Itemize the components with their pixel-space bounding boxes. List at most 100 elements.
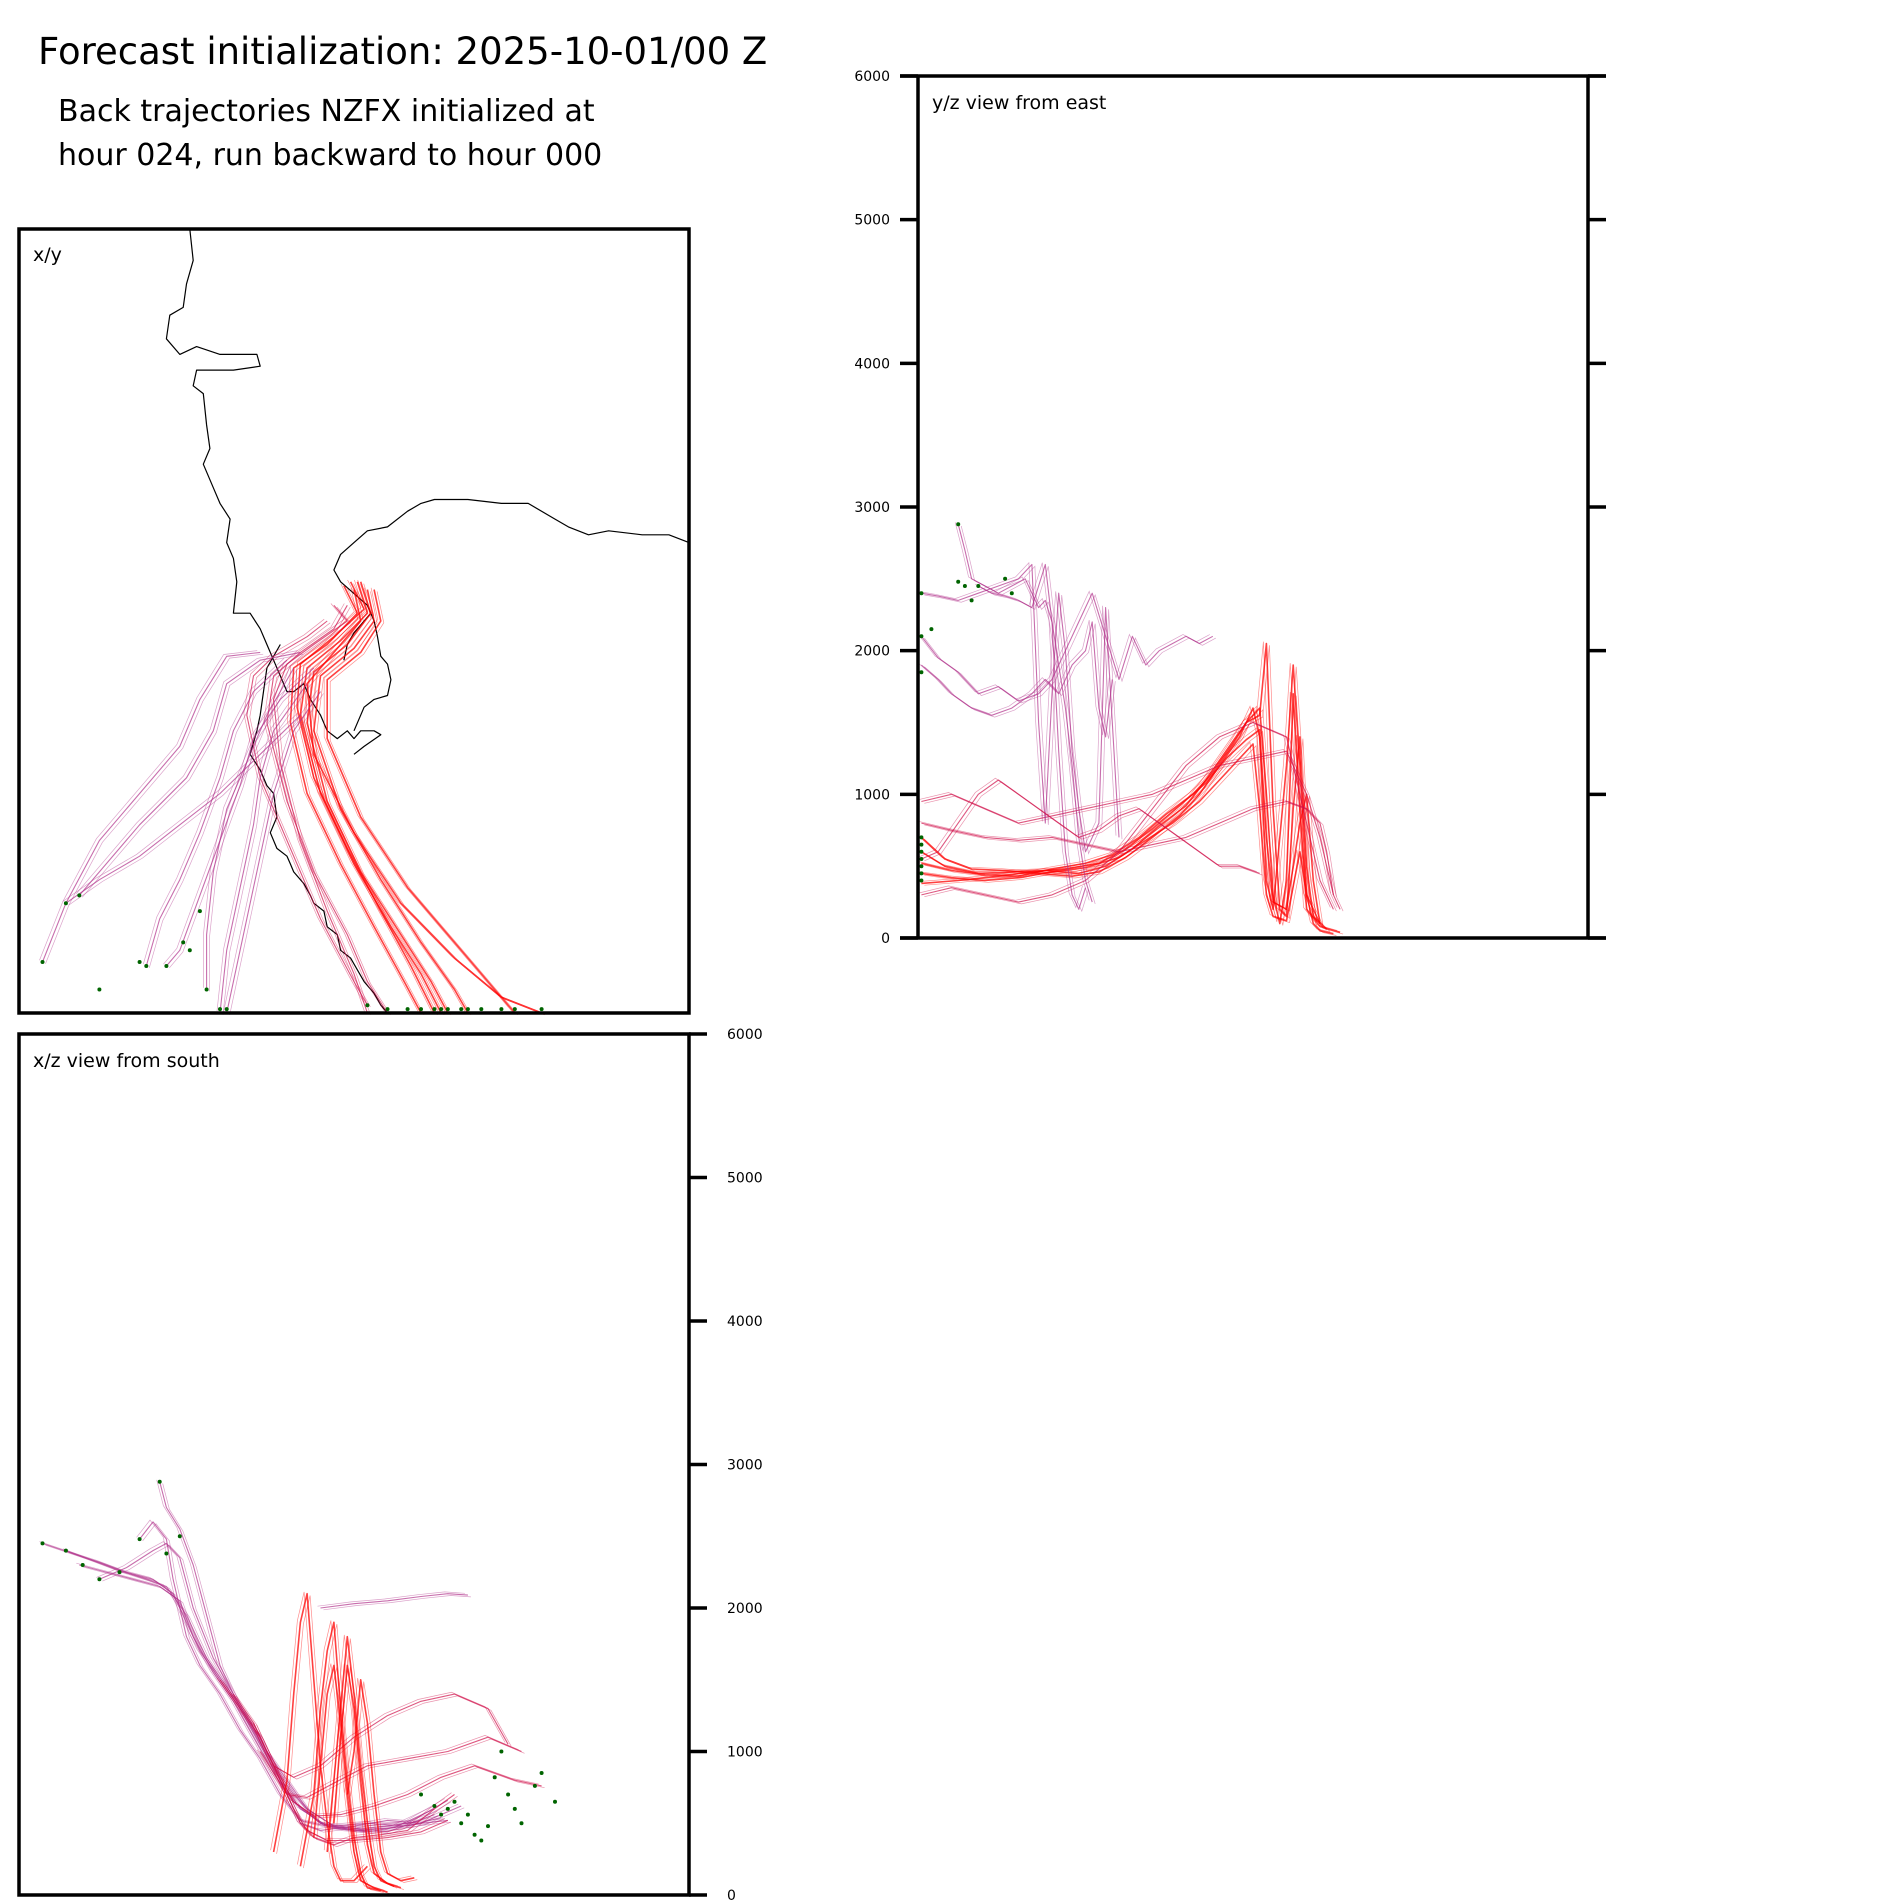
xz-trajectory-xz-12 [320,1593,468,1609]
xy-trajectory-tr-09 [266,605,388,1014]
xy-endpoint-marker [218,1007,222,1012]
yz-trajectory-yz-10 [920,592,1214,702]
xy-trajectory-tr-12 [78,651,301,896]
xy-trajectory-tr-07 [306,589,542,1014]
xz-trajectory-xz-11-member-2 [276,1695,512,1780]
xy-trajectory-tr-11 [41,651,261,963]
xz-tick-label-3000: 3000 [727,1458,763,1474]
yz-trajectory-yz-11 [921,621,1113,738]
xy-trajectory-tr-14-member-2 [169,669,318,969]
xy-trajectory-tr-18-member-1 [62,713,298,902]
yz-tick-label-2000: 2000 [854,644,890,660]
xy-endpoint-marker [97,987,102,992]
xz-trajectories [39,1479,545,1895]
xz-trajectory-xz-13 [272,1592,368,1882]
xy-endpoint-marker [204,987,209,992]
yz-trajectory-yz-08 [921,721,1334,910]
xz-endpoint-marker [432,1804,437,1808]
xy-endpoints [40,893,544,1012]
xz-endpoint-marker [472,1832,477,1837]
yz-endpoint-marker [929,627,934,632]
xz-trajectory-xz-08-member-1 [230,1692,445,1840]
xz-trajectory-xz-09-member-2 [256,1724,545,1819]
yz-trajectory-yz-10-member-2 [924,594,1216,704]
xz-endpoint-marker [539,1771,544,1775]
forecast-subtitle: Back trajectories NZFX initialized at ho… [58,90,602,178]
yz-trajectory-yz-04 [921,743,1321,924]
xz-endpoint-marker [164,1551,169,1556]
yz-panel-label: y/z view from east [932,92,1106,114]
yz-tick-label-5000: 5000 [854,213,890,229]
xy-endpoint-marker [539,1007,544,1012]
xz-trajectory-xz-09-member-1 [250,1720,539,1815]
xz-endpoint-marker [506,1792,511,1797]
xz-trajectory-xz-01-member-2 [45,1544,451,1833]
xz-tick-label-6000: 6000 [727,1027,763,1043]
xy-trajectory-tr-06 [326,589,516,1014]
xy-trajectory-tr-08-member-2 [276,606,371,1015]
yz-tick-label-4000: 4000 [854,356,890,372]
xz-trajectory-xz-15 [313,1664,388,1893]
xz-endpoint-marker [137,1537,142,1542]
yz-panel: 0 1000 2000 3000 4000 5000 6000 y/z view from … [854,69,1606,947]
yz-trajectory-yz-03-member-1 [918,641,1324,928]
yz-endpoint-marker [919,842,924,847]
yz-trajectory-yz-07-member-2 [924,752,1337,897]
xy-trajectory-tr-04-member-1 [310,587,466,1012]
xz-trajectory-xz-11 [273,1693,509,1778]
xy-endpoint-marker [385,1007,390,1012]
yz-endpoint-marker [1003,576,1008,581]
xz-trajectory-xz-05-member-2 [142,1523,438,1835]
xy-endpoint-marker [459,1007,464,1012]
xz-endpoint-marker [486,1824,490,1829]
yz-endpoints [919,522,1014,883]
xy-trajectory-tr-06-member-2 [329,591,519,1016]
yz-trajectory-yz-12-member-1 [954,522,1090,901]
xz-endpoint-marker [465,1812,470,1817]
yz-tick-label-6000: 6000 [854,69,890,85]
xy-panel-label: x/y [33,244,62,266]
xz-endpoint-marker [419,1792,423,1797]
yz-trajectory-yz-09-member-1 [918,561,1117,852]
xz-endpoint-marker [117,1570,122,1575]
yz-trajectory-yz-05 [921,728,1321,924]
xy-trajectory-tr-01 [299,581,442,1014]
yz-trajectory-yz-06-member-1 [918,799,1338,908]
xy-endpoint-marker [465,1007,470,1012]
xy-trajectory-tr-16-member-1 [216,681,305,1012]
xy-trajectory-tr-03-member-1 [293,579,432,1012]
xz-trajectory-xz-15-member-2 [316,1667,391,1895]
yz-trajectory-yz-04-member-2 [924,744,1324,926]
xz-panel: 0 1000 2000 3000 4000 5000 6000 x/z view from … [17,1027,763,1900]
xy-trajectory-tr-12-member-1 [76,650,298,894]
xy-trajectory-tr-12-member-2 [82,653,304,898]
xy-trajectory-tr-06-member-1 [323,587,513,1012]
xz-trajectory-xz-15-member-1 [310,1663,385,1891]
yz-right-axis [1588,74,1606,940]
yz-endpoint-marker [969,598,974,603]
yz-tick-label-3000: 3000 [854,500,890,516]
xz-trajectory-xz-03-member-1 [76,1562,432,1829]
yz-endpoint-marker [919,878,924,883]
xz-endpoint-marker [445,1806,450,1811]
xy-trajectory-tr-08-member-1 [270,603,365,1012]
yz-trajectory-yz-10-member-1 [918,590,1210,700]
xz-endpoint-marker [452,1799,457,1804]
xz-trajectory-xz-01 [42,1542,448,1831]
xy-trajectory-tr-16 [219,683,308,1014]
xy-endpoint-marker [181,940,186,945]
coastline-segment [249,644,388,1014]
xz-endpoint-marker [63,1548,68,1553]
xy-panel: x/y [17,227,691,1016]
yz-trajectory-yz-12-member-2 [960,525,1096,905]
yz-left-axis: 0 1000 2000 3000 4000 5000 6000 [854,69,918,947]
xz-trajectory-xz-09 [253,1722,542,1817]
yz-trajectory-yz-14 [921,779,1260,874]
yz-trajectory-yz-11-member-1 [918,620,1110,736]
xz-trajectory-xz-10-member-2 [262,1738,525,1800]
subtitle-line-1: Back trajectories NZFX initialized at [58,94,595,129]
yz-trajectory-yz-13-member-2 [981,566,1089,913]
yz-trajectory-yz-07-member-1 [918,748,1331,894]
xz-endpoint-marker [439,1812,444,1817]
